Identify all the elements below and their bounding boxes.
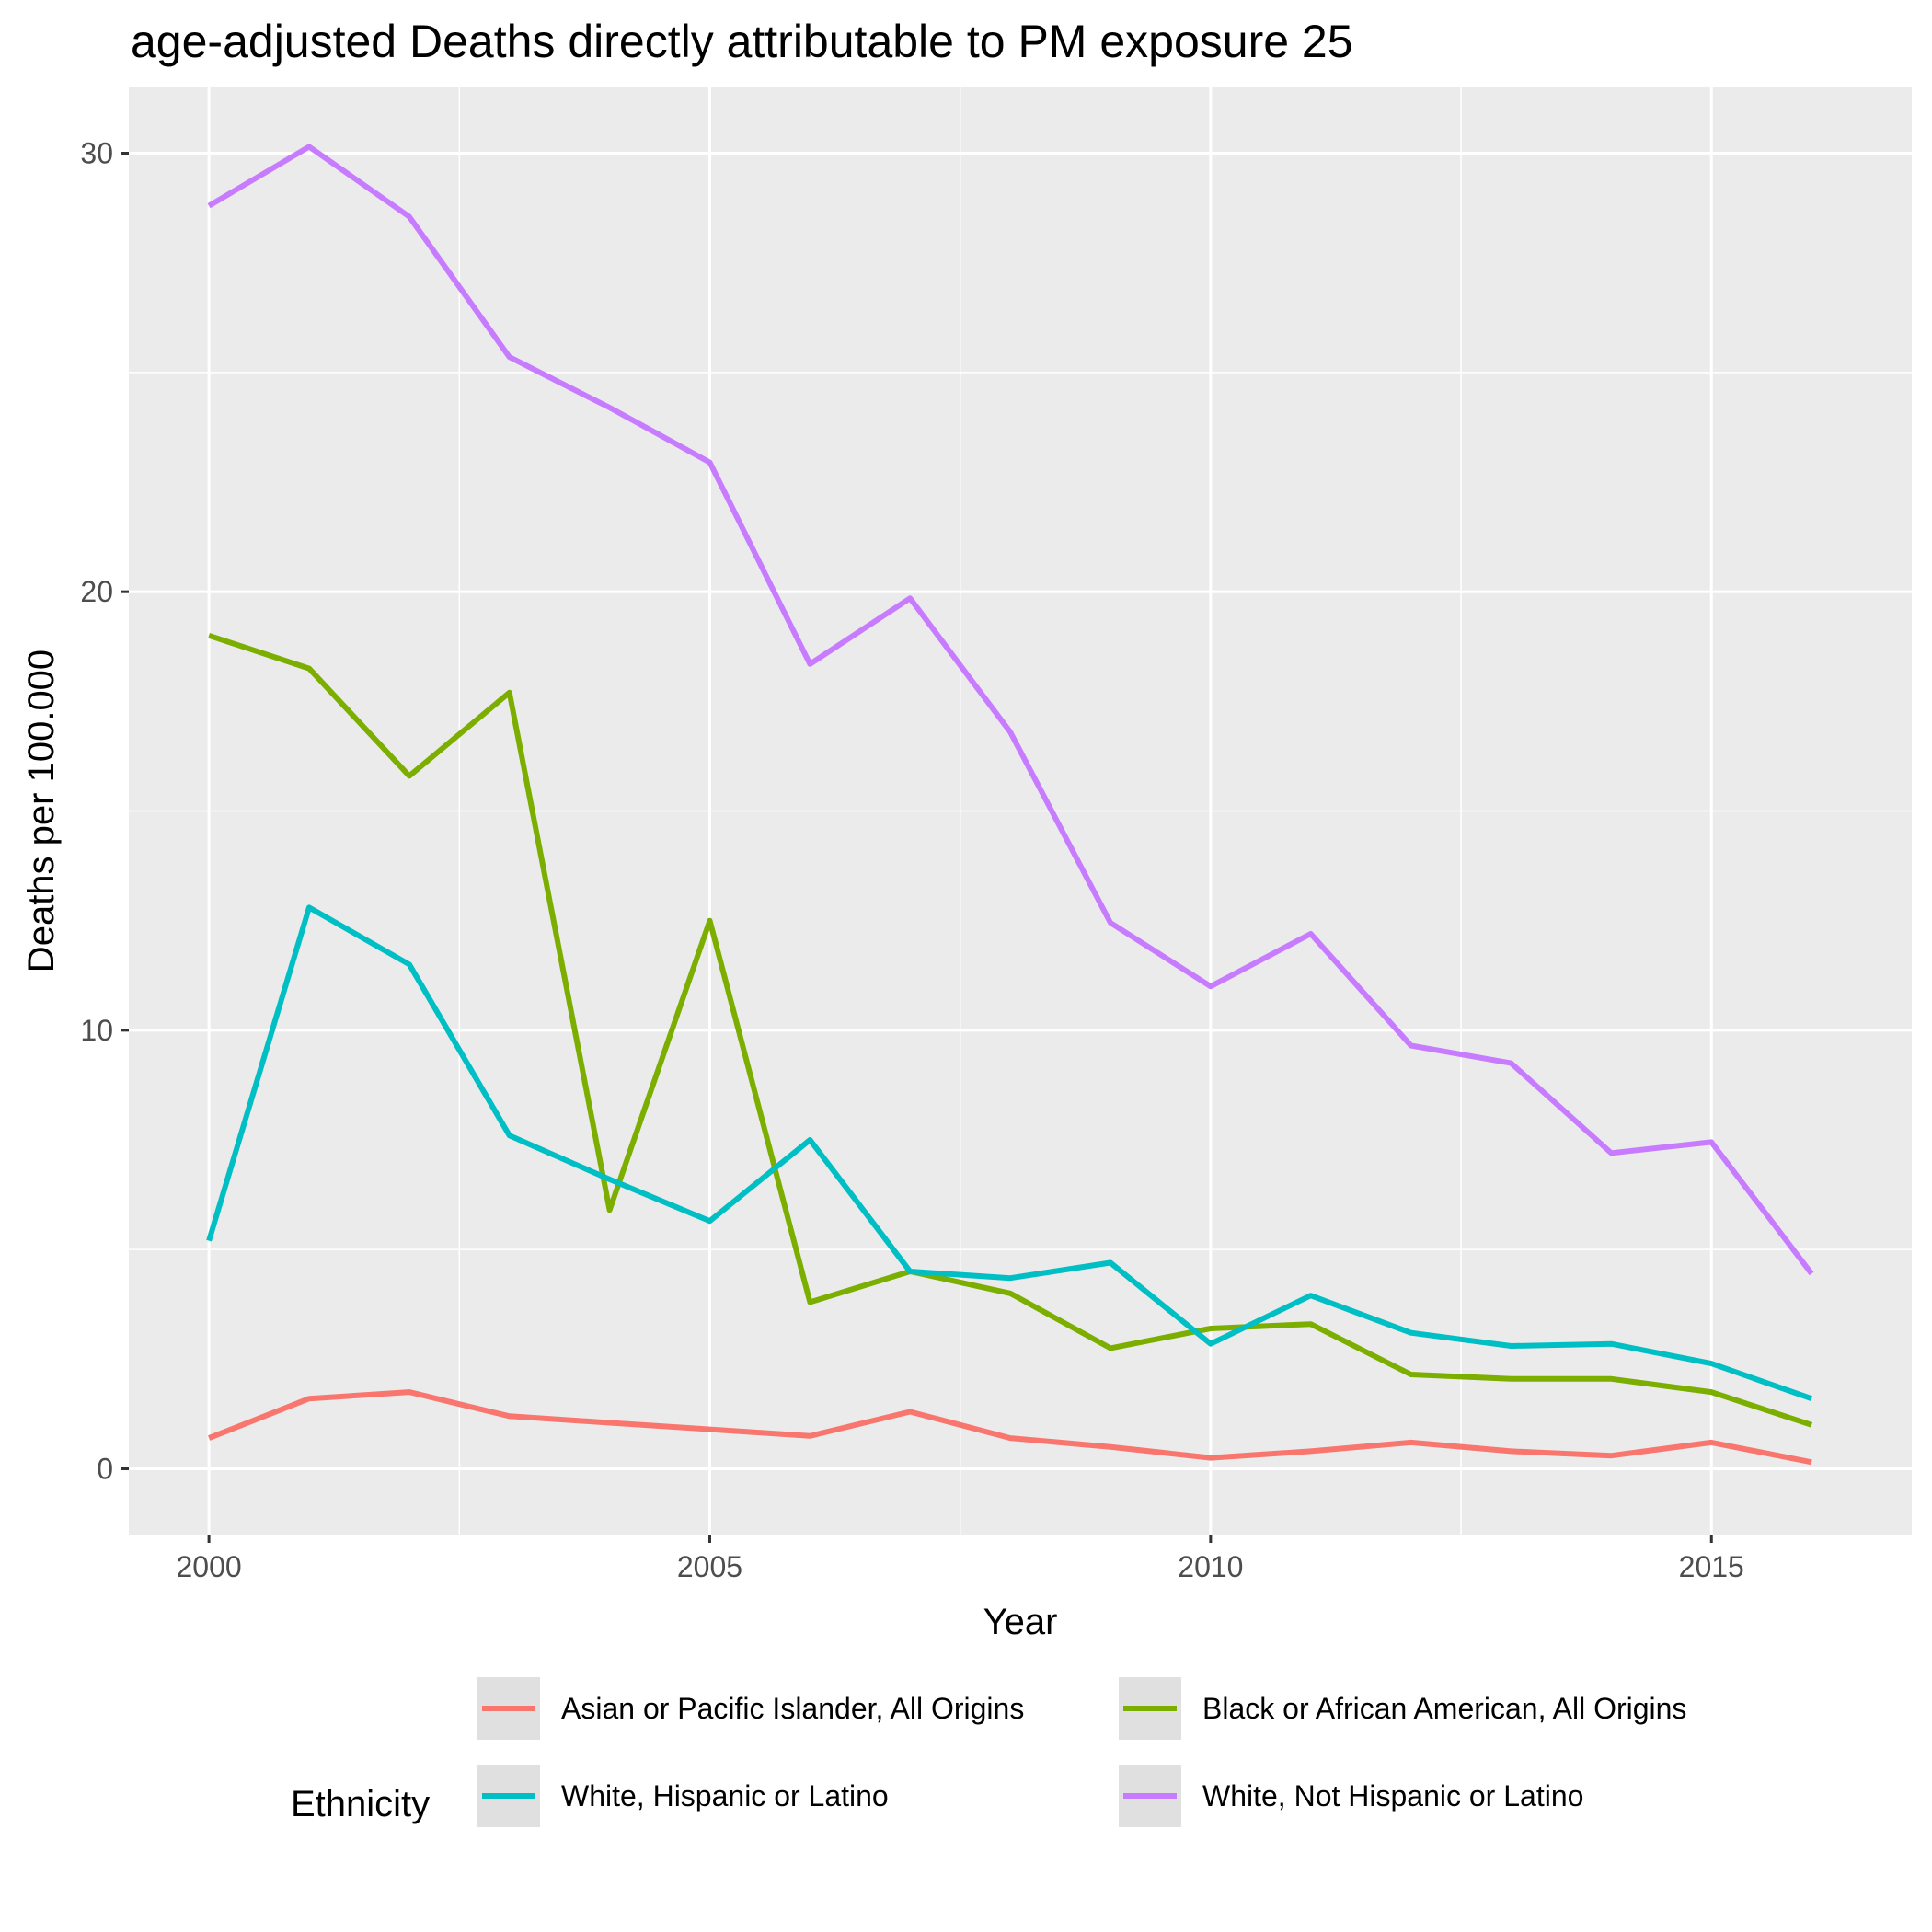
x-tick-label: 2015 — [1679, 1550, 1744, 1583]
y-axis-title: Deaths per 100.000 — [21, 650, 62, 972]
y-tick-label: 20 — [80, 575, 113, 608]
legend-title: Ethnicity — [291, 1784, 430, 1824]
series-line-asian-or-pacific-islander-all-origins — [208, 1389, 1812, 1466]
legend-label: Asian or Pacific Islander, All Origins — [561, 1692, 1024, 1725]
major-gridlines — [129, 87, 1912, 1535]
series-line-white-not-hispanic-or-latino — [207, 144, 1814, 1276]
y-axis: 0 10 20 30 — [80, 137, 129, 1486]
x-axis: 2000 2005 2010 2015 — [177, 1535, 1744, 1583]
x-axis-title: Year — [983, 1602, 1058, 1642]
legend-label: White, Not Hispanic or Latino — [1202, 1779, 1583, 1812]
x-tick-label: 2000 — [177, 1550, 242, 1583]
y-tick-label: 0 — [97, 1453, 113, 1486]
y-tick-label: 10 — [80, 1014, 113, 1047]
series-lines — [206, 144, 1814, 1466]
y-tick-label: 30 — [80, 137, 113, 170]
legend-label: White, Hispanic or Latino — [561, 1779, 889, 1812]
x-tick-label: 2005 — [677, 1550, 742, 1583]
series-line-black-or-african-american-all-origins — [208, 632, 1813, 1428]
series-line-white-hispanic-or-latino — [206, 904, 1813, 1402]
x-tick-label: 2010 — [1178, 1550, 1243, 1583]
minor-gridlines — [129, 87, 1912, 1535]
legend-label: Black or African American, All Origins — [1202, 1692, 1686, 1725]
legend: Ethnicity Asian or Pacific Islander, All… — [291, 1675, 1686, 1829]
chart-title: age-adjusted Deaths directly attributabl… — [131, 16, 1353, 67]
